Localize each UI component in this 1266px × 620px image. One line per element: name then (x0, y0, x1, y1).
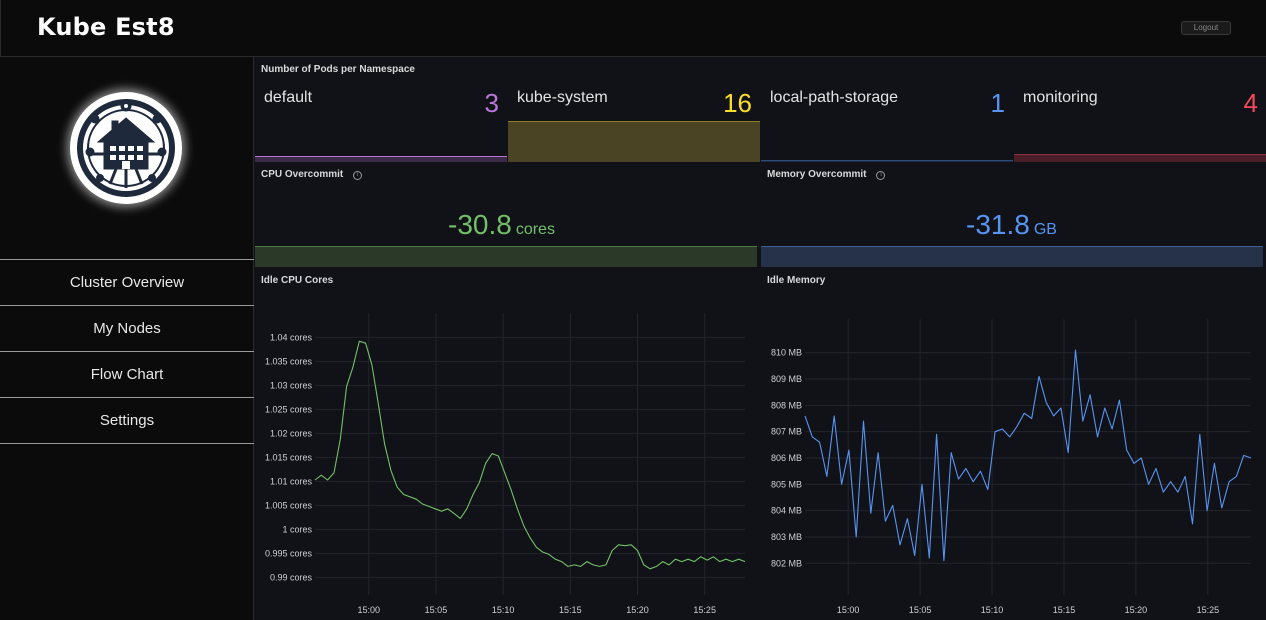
namespace-stat-kube-system[interactable]: kube-system 16 (508, 82, 760, 162)
namespace-stat-bar (255, 156, 507, 162)
idle-cpu-x-tick-label: 15:15 (559, 605, 582, 615)
sidebar-item-flow-chart[interactable]: Flow Chart (0, 351, 254, 397)
idle-cpu-title: Idle CPU Cores (261, 275, 334, 286)
idle-cpu-y-tick-label: 1.005 cores (265, 500, 313, 510)
cpu-overcommit-number: -30.8 (448, 209, 512, 240)
cpu-overcommit-value: -30.8 cores (448, 209, 555, 241)
idle-memory-y-tick-label: 804 MB (771, 506, 802, 516)
cpu-overcommit-unit: cores (515, 221, 555, 238)
idle-cpu-x-tick-label: 15:10 (492, 605, 515, 615)
namespace-pod-count: 16 (723, 88, 752, 118)
top-header: Kube Est8 Logout (0, 0, 1266, 57)
sidebar: Cluster Overview My Nodes Flow Chart Set… (0, 57, 254, 620)
idle-cpu-y-tick-label: 1.015 cores (265, 452, 313, 462)
cpu-overcommit-title-text: CPU Overcommit (261, 169, 344, 180)
idle-memory-x-tick-label: 15:05 (909, 605, 932, 615)
namespace-pod-count: 1 (990, 88, 1005, 118)
idle-cpu-y-tick-label: 1.01 cores (270, 476, 313, 486)
idle-memory-y-tick-label: 802 MB (771, 558, 802, 568)
memory-overcommit-unit: GB (1033, 221, 1057, 238)
idle-memory-y-tick-label: 803 MB (771, 532, 802, 542)
namespace-stat-local-path-storage[interactable]: local-path-storage 1 (761, 82, 1013, 162)
namespace-stat-default[interactable]: default 3 (255, 82, 507, 162)
idle-memory-y-tick-label: 809 MB (771, 374, 802, 384)
idle-cpu-y-tick-label: 1.02 cores (270, 428, 313, 438)
idle-cpu-x-tick-label: 15:25 (693, 605, 716, 615)
cpu-overcommit-bar (255, 246, 757, 267)
idle-memory-y-tick-label: 806 MB (771, 453, 802, 463)
namespace-stat-bar (508, 121, 760, 162)
namespace-stat-bar (1014, 154, 1266, 162)
idle-cpu-y-tick-label: 0.995 cores (265, 548, 313, 558)
sidebar-item-cluster-overview[interactable]: Cluster Overview (0, 259, 254, 305)
namespace-name: monitoring (1023, 89, 1098, 106)
info-icon[interactable]: i (876, 171, 886, 180)
idle-memory-x-tick-label: 15:00 (837, 605, 860, 615)
idle-cpu-y-tick-label: 1 cores (282, 524, 312, 534)
idle-cpu-x-tick-label: 15:00 (357, 605, 380, 615)
idle-cpu-chart[interactable]: 1.04 cores 1.035 cores 1.03 cores 1.025 cor… (254, 287, 760, 620)
idle-cpu-series-line (314, 340, 746, 570)
idle-cpu-y-tick-label: 1.04 cores (270, 332, 313, 342)
dashboard: Number of Pods per Namespace default 3 k… (254, 57, 1266, 620)
idle-cpu-y-tick-label: 1.025 cores (265, 404, 313, 414)
namespace-pod-count: 3 (484, 88, 499, 118)
idle-memory-y-tick-label: 807 MB (771, 427, 802, 437)
namespace-stat-monitoring[interactable]: monitoring 4 (1014, 82, 1266, 162)
memory-overcommit-title: Memory Overcommit i (767, 169, 886, 180)
pods-panel-title: Number of Pods per Namespace (261, 64, 415, 75)
idle-memory-series-line (804, 349, 1252, 562)
idle-cpu-y-tick-label: 0.99 cores (270, 572, 313, 582)
namespace-name: kube-system (517, 89, 608, 106)
idle-cpu-y-tick-label: 1.035 cores (265, 356, 313, 366)
info-icon[interactable]: i (353, 171, 363, 180)
sidebar-item-my-nodes[interactable]: My Nodes (0, 305, 254, 351)
app-title: Kube Est8 (37, 13, 175, 41)
cpu-overcommit-title: CPU Overcommit i (261, 169, 363, 180)
idle-memory-y-tick-label: 810 MB (771, 348, 802, 358)
namespace-stat-bar (761, 160, 1013, 162)
idle-memory-chart[interactable]: 810 MB 809 MB 808 MB 807 MB 806 MB 805 MB 804 … (760, 287, 1266, 620)
idle-cpu-x-tick-label: 15:20 (626, 605, 649, 615)
idle-memory-title: Idle Memory (767, 275, 826, 286)
memory-overcommit-number: -31.8 (966, 209, 1030, 240)
namespace-name: default (264, 89, 313, 106)
idle-memory-x-tick-label: 15:20 (1125, 605, 1148, 615)
kube-est8-logo-icon (70, 92, 182, 204)
sidebar-divider (0, 443, 254, 444)
memory-overcommit-value: -31.8 GB (966, 209, 1057, 241)
idle-cpu-y-tick-label: 1.03 cores (270, 380, 313, 390)
idle-cpu-x-tick-label: 15:05 (425, 605, 448, 615)
memory-overcommit-title-text: Memory Overcommit (767, 169, 867, 180)
idle-memory-x-tick-label: 15:25 (1197, 605, 1220, 615)
idle-memory-y-tick-label: 805 MB (771, 479, 802, 489)
idle-memory-x-tick-label: 15:10 (981, 605, 1004, 615)
idle-memory-y-tick-label: 808 MB (771, 400, 802, 410)
namespace-name: local-path-storage (770, 89, 899, 106)
sidebar-item-settings[interactable]: Settings (0, 397, 254, 443)
idle-memory-x-tick-label: 15:15 (1053, 605, 1076, 615)
namespace-pod-count: 4 (1243, 88, 1258, 118)
memory-overcommit-bar (761, 246, 1263, 267)
logout-button[interactable]: Logout (1181, 21, 1231, 35)
